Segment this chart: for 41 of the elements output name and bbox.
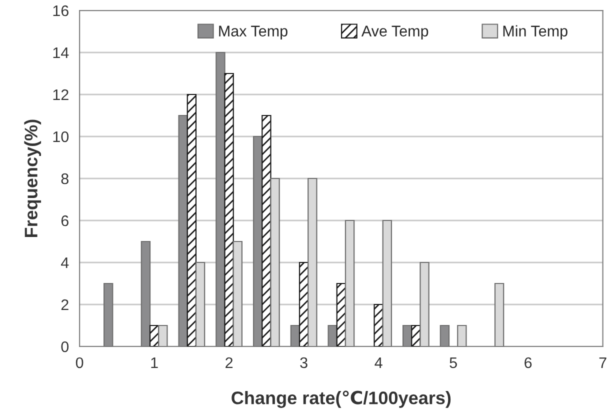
y-tick-label: 6 [61,215,68,226]
bar [224,72,234,346]
x-tick-label: 1 [151,357,158,368]
x-tick-label: 6 [524,357,532,368]
y-tick-label: 10 [53,131,69,142]
bar [420,262,430,346]
x-tick-label: 3 [300,357,308,368]
y-tick-label: 12 [53,89,68,100]
bar [178,114,188,346]
bar [195,262,206,346]
y-tick-label: 0 [61,341,69,352]
bar [382,220,392,346]
y-tick-label: 4 [61,258,69,268]
x-tick-label: 0 [76,357,84,368]
x-axis-title: Change rate(℃/100years) [232,390,451,408]
bar [344,220,355,346]
bar [308,178,318,346]
y-tick-label: 8 [61,173,68,184]
bar [494,282,504,346]
bar [158,324,168,346]
legend-label: Ave Temp [361,26,428,40]
y-tick-label: 16 [53,5,68,16]
bar [440,324,450,346]
bar [374,304,384,346]
y-axis-title: Frequency(%) [24,120,42,237]
bar [186,94,197,346]
legend-label: Min Temp [503,25,568,40]
x-tick-label: 4 [374,357,382,368]
legend-label: Max Temp [219,26,288,40]
bar [262,114,272,346]
y-tick-label: 2 [61,299,68,310]
y-tick-label: 14 [53,48,69,58]
x-tick-label: 5 [450,357,457,368]
x-tick-label: 2 [226,357,233,368]
bar [328,324,338,346]
x-tick-label: 7 [599,357,606,368]
bar [140,240,151,346]
bar [103,282,114,346]
bar [270,178,280,346]
bar [232,240,243,346]
bar [457,324,467,346]
